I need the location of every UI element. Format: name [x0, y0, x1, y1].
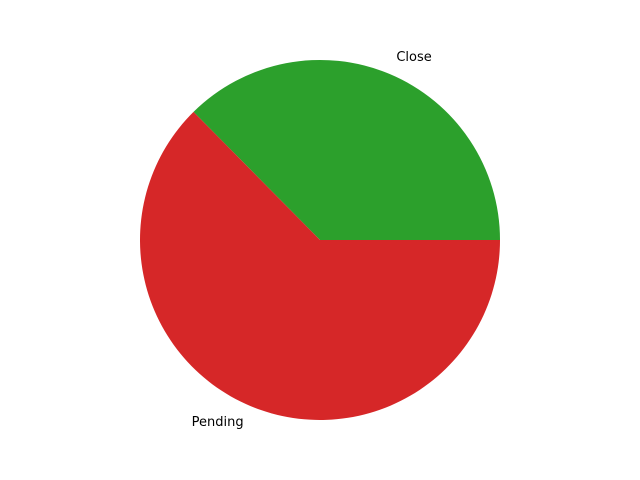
- pie-slice-pending: [140, 111, 500, 420]
- pie-label-close: Close: [396, 50, 431, 65]
- pie-slices: [140, 59, 500, 420]
- pie-label-pending: Pending: [192, 415, 244, 430]
- pie-labels: Close Pending: [192, 50, 432, 430]
- pie-slice-close: [193, 59, 500, 241]
